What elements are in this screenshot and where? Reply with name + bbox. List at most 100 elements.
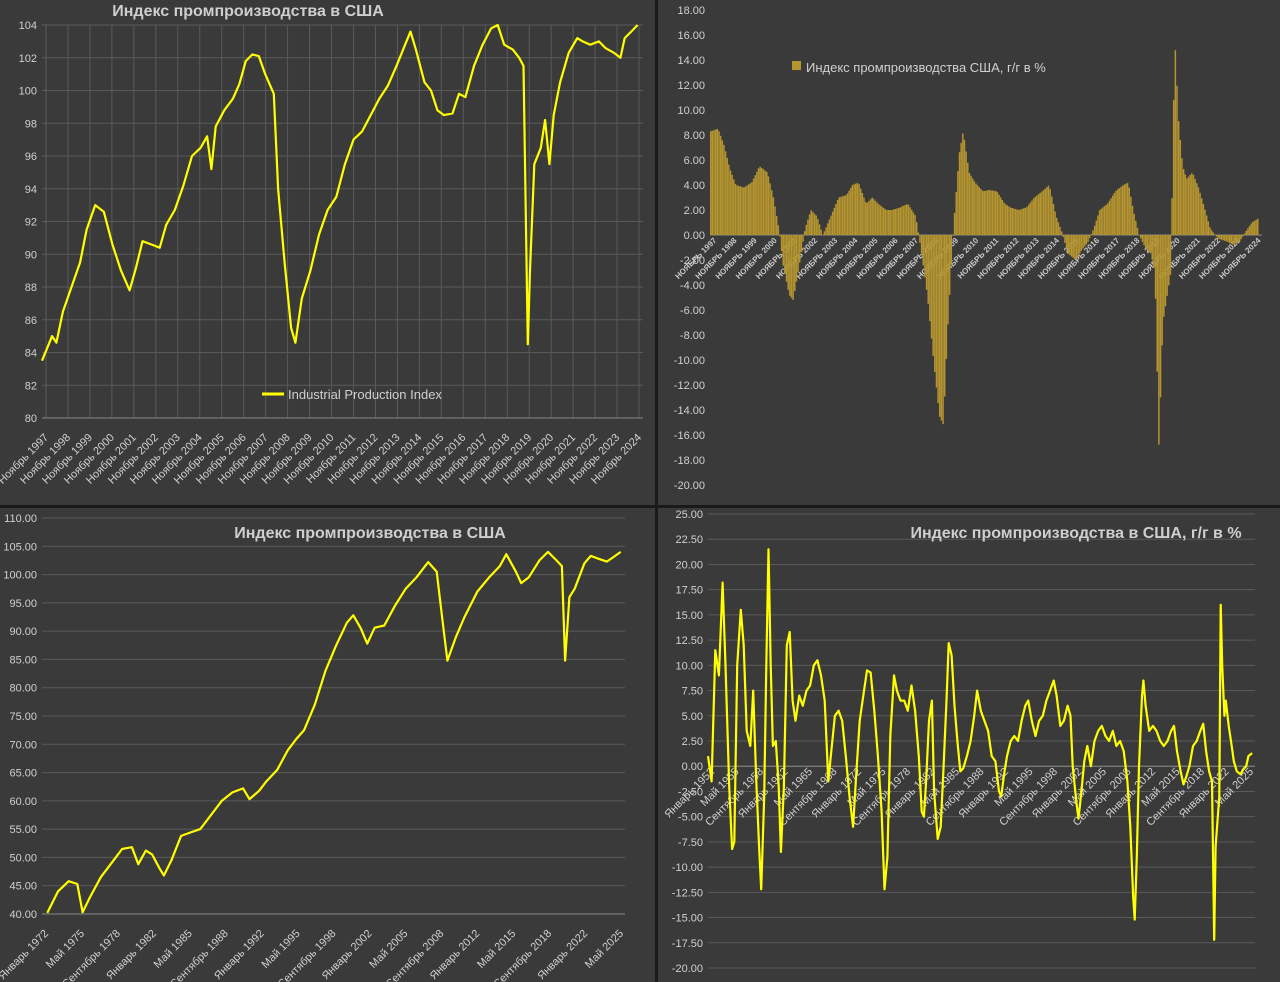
bar: [1136, 227, 1139, 235]
bar: [968, 172, 971, 235]
bar: [906, 204, 908, 235]
bar: [912, 212, 915, 235]
bar: [1210, 230, 1213, 235]
bar: [873, 199, 875, 235]
bar: [774, 206, 776, 235]
bar: [1250, 223, 1252, 235]
bar: [1097, 215, 1099, 235]
bar: [769, 183, 771, 235]
bar: [1171, 198, 1173, 235]
bar: [1087, 235, 1089, 242]
bar: [790, 235, 793, 298]
y-tick-label: 88: [25, 282, 37, 294]
bar: [1098, 210, 1101, 235]
series-line: [706, 548, 1253, 941]
bar: [752, 178, 755, 235]
y-tick-label: 45.00: [9, 881, 37, 893]
bar: [1253, 220, 1256, 235]
bar: [1177, 121, 1180, 235]
bars: [710, 50, 1259, 445]
bar: [889, 210, 892, 235]
bar: [1154, 235, 1157, 299]
bar: [716, 128, 719, 235]
bar: [785, 235, 788, 282]
bar: [728, 164, 730, 235]
bar: [1057, 222, 1060, 235]
bar: [1252, 221, 1254, 235]
y-tick-label: 96: [25, 151, 37, 163]
y-tick-label: -12.50: [672, 887, 703, 899]
y-tick-label: 60.00: [9, 796, 37, 808]
bar: [830, 215, 832, 235]
bar: [1034, 196, 1037, 235]
bar: [869, 199, 872, 235]
bar: [733, 179, 735, 235]
bar: [1077, 235, 1079, 257]
bar: [1247, 228, 1249, 235]
bar: [1169, 235, 1172, 275]
bar: [948, 235, 951, 295]
bar: [1235, 235, 1238, 244]
bar: [767, 176, 770, 235]
bar: [950, 235, 953, 266]
bar: [930, 235, 933, 339]
bar: [1065, 235, 1068, 249]
bar: [742, 187, 745, 235]
y-tick-label: 0.00: [682, 761, 703, 773]
bar: [818, 224, 821, 235]
bar: [718, 131, 720, 235]
bar: [1194, 179, 1196, 235]
y-tick-label: 18.00: [677, 5, 705, 17]
bar: [983, 190, 985, 235]
bar: [1182, 169, 1185, 235]
bar: [1168, 235, 1170, 286]
x-tick-label: Май 2025: [583, 928, 626, 971]
bar: [775, 215, 778, 235]
y-tick-label: 110.00: [4, 513, 37, 525]
bar: [1120, 186, 1122, 235]
y-tick-label: 92: [25, 217, 37, 229]
bar: [1069, 235, 1071, 256]
bar: [1029, 202, 1032, 235]
bar: [1126, 182, 1129, 235]
bar: [1019, 209, 1022, 235]
bar: [739, 186, 742, 235]
y-tick-label: 15.00: [675, 610, 703, 622]
y-tick-label: 22.50: [675, 534, 703, 546]
bar: [962, 133, 964, 235]
legend-label: Индекс промпроизводства США, г/г в %: [806, 60, 1046, 75]
bar: [1228, 235, 1231, 243]
bar: [1059, 226, 1061, 235]
bar: [1102, 207, 1104, 235]
bar: [754, 175, 756, 235]
chart-4: -20.00 -17.50 -15.00 -12.50 -10.00 -7.50 -5.00…: [663, 509, 1257, 975]
bar: [1133, 213, 1135, 235]
bar: [854, 183, 857, 235]
bar: [939, 235, 941, 417]
bar: [1144, 235, 1147, 249]
bar: [955, 192, 957, 235]
bar: [1016, 209, 1018, 235]
bar: [1130, 196, 1132, 235]
bar: [1023, 208, 1025, 235]
y-tick-label: 10.00: [675, 660, 703, 672]
bar: [841, 196, 844, 235]
y-tick-label: 100.00: [3, 570, 37, 582]
bar: [1011, 208, 1014, 235]
bar: [1118, 188, 1121, 235]
bar: [1032, 198, 1035, 235]
y-tick-label: 17.50: [675, 585, 703, 597]
bar: [782, 235, 784, 266]
bar: [1125, 183, 1127, 235]
bar: [986, 190, 989, 235]
bar: [817, 219, 819, 235]
bar: [1003, 202, 1005, 235]
bar: [764, 170, 766, 235]
bar: [766, 171, 768, 235]
bar: [925, 235, 928, 290]
bar: [924, 235, 926, 278]
bar: [843, 195, 845, 235]
chart-3: 40.00 45.00 50.00 55.00 60.00 65.00 70.00 75.00…: [0, 513, 626, 982]
y-tick-label: 55.00: [9, 824, 37, 836]
bar: [759, 166, 761, 235]
